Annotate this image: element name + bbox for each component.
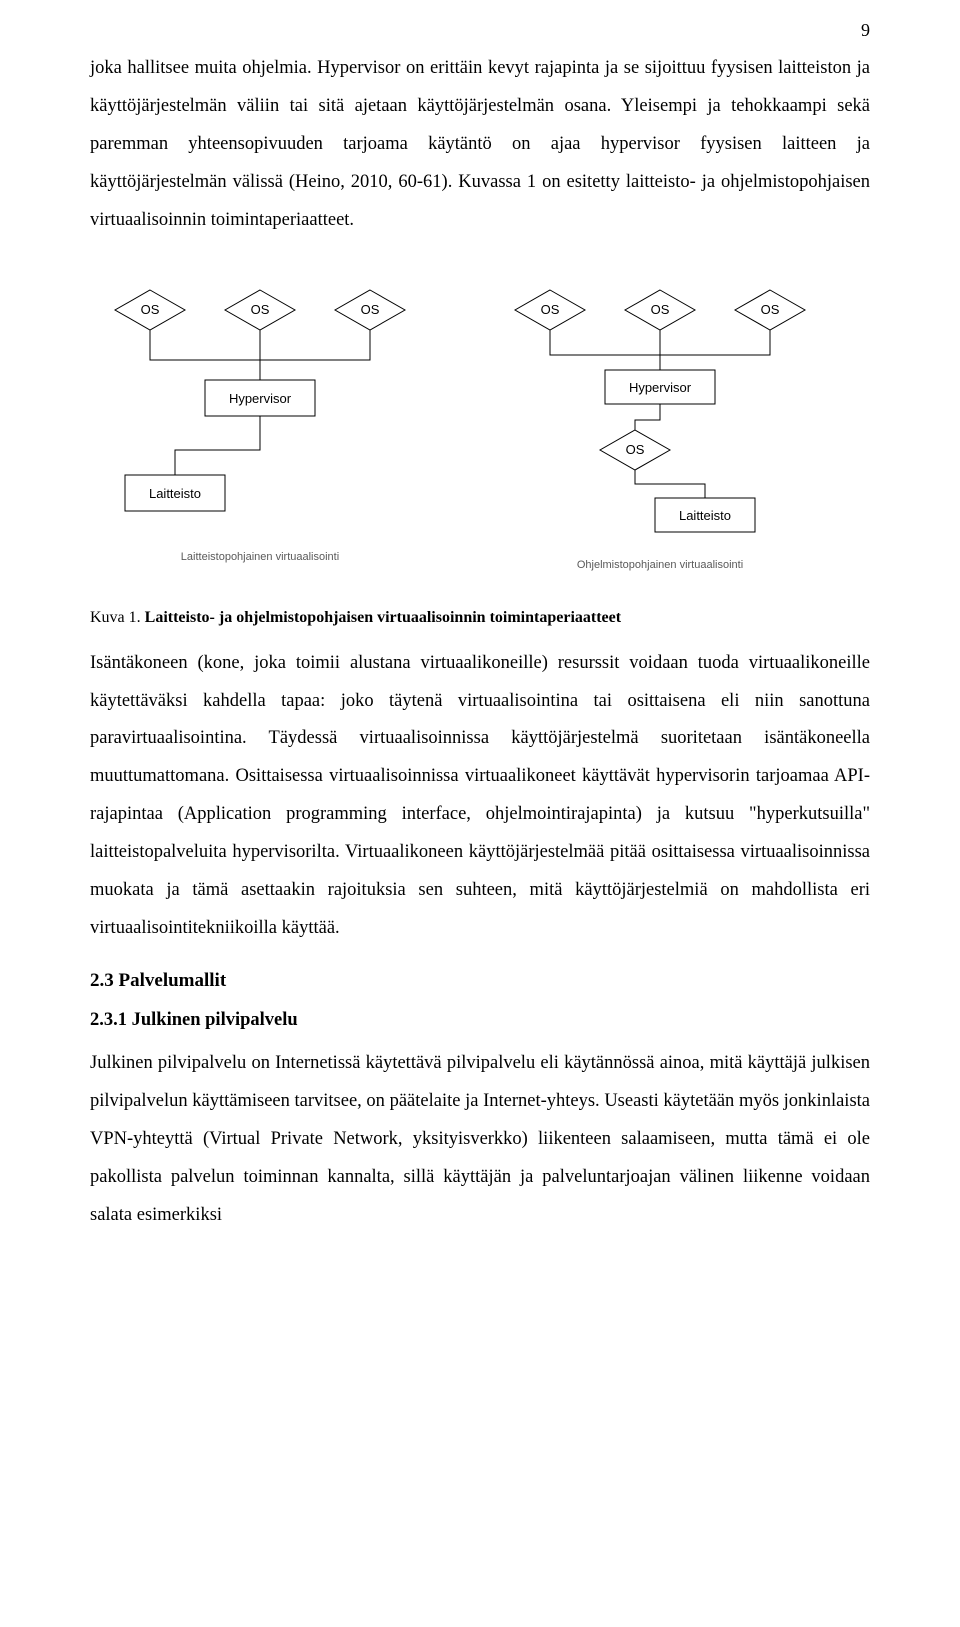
section-heading: 2.3 Palvelumallit — [90, 970, 870, 992]
page-number: 9 — [861, 20, 870, 41]
hypervisor-label: Hypervisor — [229, 391, 292, 406]
os-label: OS — [626, 442, 645, 457]
laitteisto-label: Laitteisto — [679, 508, 731, 523]
os-label: OS — [541, 302, 560, 317]
subsection-heading: 2.3.1 Julkinen pilvipalvelu — [90, 1010, 870, 1031]
right-os-1: OS — [515, 290, 585, 330]
os-label: OS — [761, 302, 780, 317]
figure-caption-text: Laitteisto- ja ohjelmistopohjaisen virtu… — [145, 609, 621, 626]
right-host-os: OS — [600, 430, 670, 470]
virtualization-diagram: OS OS OS Hypervisor — [90, 260, 870, 590]
os-label: OS — [141, 302, 160, 317]
paragraph-3: Julkinen pilvipalvelu on Internetissä kä… — [90, 1045, 870, 1235]
figure-caption-prefix: Kuva 1. — [90, 609, 145, 626]
os-label: OS — [251, 302, 270, 317]
right-laitteisto: Laitteisto — [655, 498, 755, 532]
os-label: OS — [361, 302, 380, 317]
left-os-2: OS — [225, 290, 295, 330]
paragraph-1: joka hallitsee muita ohjelmia. Hyperviso… — [90, 50, 870, 240]
left-hypervisor: Hypervisor — [205, 380, 315, 416]
right-hypervisor: Hypervisor — [605, 370, 715, 404]
paragraph-2: Isäntäkoneen (kone, joka toimii alustana… — [90, 645, 870, 948]
figure-caption: Kuva 1. Laitteisto- ja ohjelmistopohjais… — [90, 609, 870, 627]
hypervisor-label: Hypervisor — [629, 380, 692, 395]
figure-1: OS OS OS Hypervisor — [90, 260, 870, 595]
page: 9 joka hallitsee muita ohjelmia. Hypervi… — [0, 0, 960, 1313]
laitteisto-label: Laitteisto — [149, 486, 201, 501]
right-os-3: OS — [735, 290, 805, 330]
os-label: OS — [651, 302, 670, 317]
left-os-3: OS — [335, 290, 405, 330]
left-os-1: OS — [115, 290, 185, 330]
right-diagram-caption: Ohjelmistopohjainen virtuaalisointi — [577, 559, 743, 571]
left-laitteisto: Laitteisto — [125, 475, 225, 511]
left-diagram-caption: Laitteistopohjainen virtuaalisointi — [181, 551, 339, 563]
right-os-2: OS — [625, 290, 695, 330]
